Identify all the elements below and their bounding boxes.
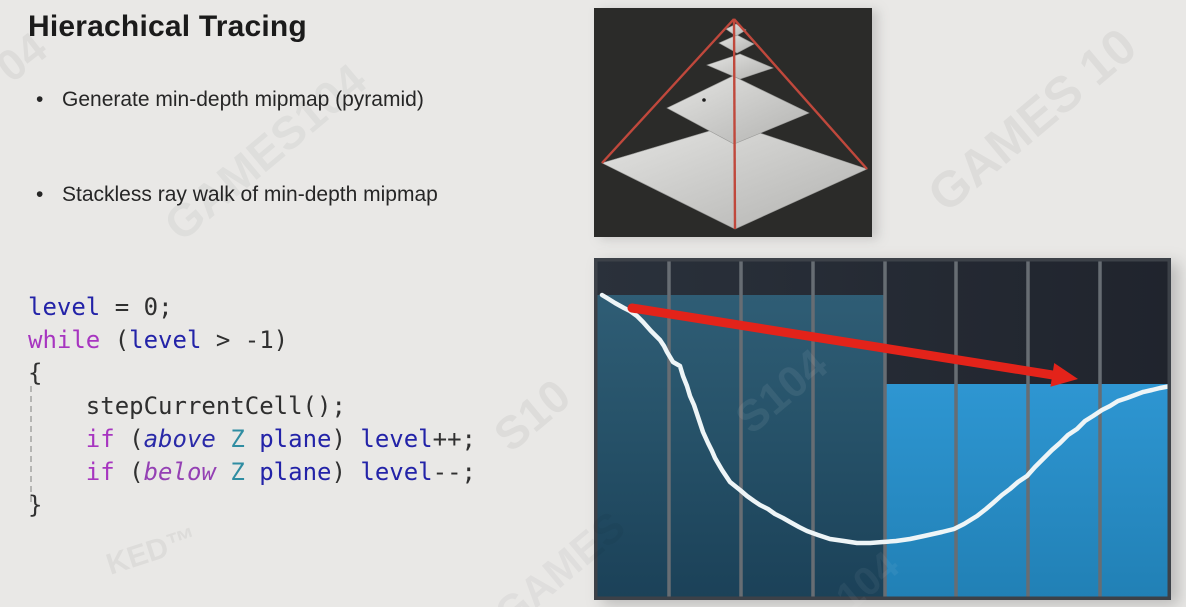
ray-walk-figure xyxy=(594,258,1171,600)
ray-walk-diagram-image xyxy=(594,258,1171,600)
code-line: if (below Z plane) level--; xyxy=(85,458,476,486)
bullet-text: Generate min-depth mipmap (pyramid) xyxy=(62,88,424,111)
code-block: level = 0; while (level > -1) { stepCurren… xyxy=(28,291,476,522)
bullet-item: • Generate min-depth mipmap (pyramid) xyxy=(36,88,424,112)
watermark-text: GAMES104 xyxy=(154,52,377,251)
code-line: { xyxy=(28,359,43,387)
watermark-text: GAMES 10 xyxy=(917,17,1147,223)
mipmap-pyramid-image xyxy=(594,8,872,237)
code-line: stepCurrentCell(); xyxy=(85,392,346,420)
bullet-item: • Stackless ray walk of min-depth mipmap xyxy=(36,183,438,207)
code-indent-guide xyxy=(30,386,32,502)
watermark-text: S10 xyxy=(483,368,581,462)
bullet-icon: • xyxy=(36,183,44,206)
mipmap-pyramid-figure xyxy=(594,8,872,237)
code-line: if (above Z plane) level++; xyxy=(85,425,476,453)
code-line: while (level > -1) xyxy=(28,326,289,354)
code-line: level = 0; xyxy=(28,293,173,321)
code-line: } xyxy=(28,491,43,519)
page-title: Hierachical Tracing xyxy=(28,10,307,43)
watermark-text: KED™ xyxy=(102,521,202,582)
bullet-icon: • xyxy=(36,88,44,111)
bullet-text: Stackless ray walk of min-depth mipmap xyxy=(62,183,438,206)
